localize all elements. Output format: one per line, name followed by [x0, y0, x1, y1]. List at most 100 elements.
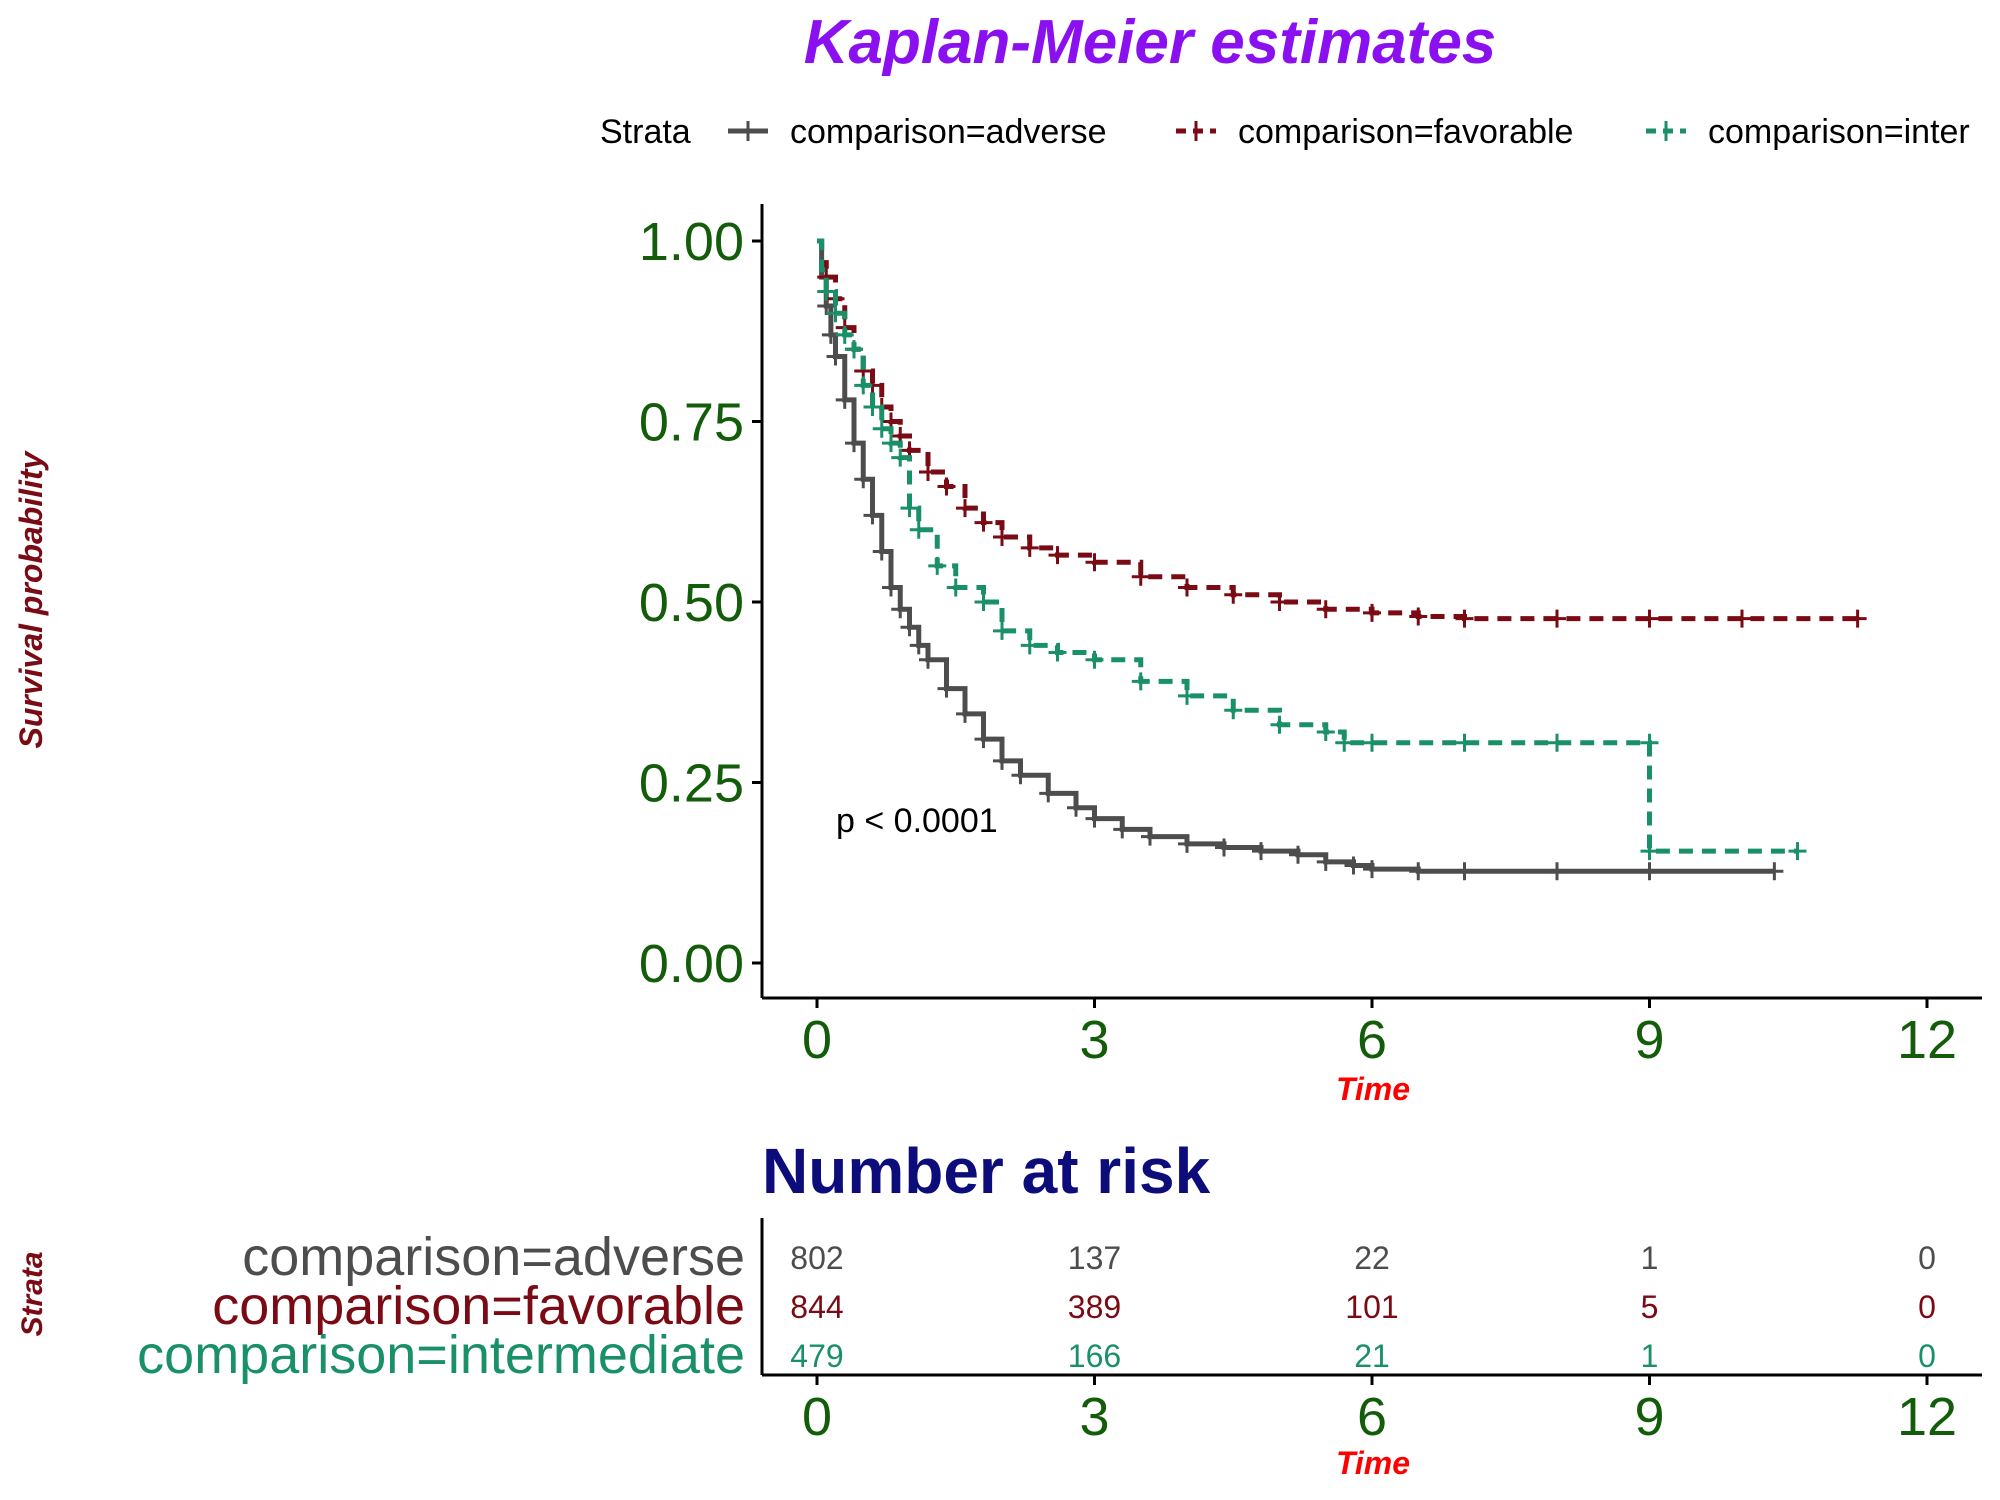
risk-cell-favorable: 5 [1641, 1289, 1659, 1325]
risk-cell-adverse: 137 [1068, 1240, 1121, 1276]
risk-cell-favorable: 101 [1345, 1289, 1398, 1325]
y-tick-label: 0.50 [639, 573, 744, 633]
censor-mark-favorable [1848, 609, 1867, 628]
risk-table-title: Number at risk [762, 1135, 1211, 1207]
risk-cell-intermediate: 21 [1354, 1338, 1390, 1374]
y-tick-label: 1.00 [639, 212, 744, 272]
censor-mark-adverse [835, 390, 854, 409]
censor-mark-adverse [1215, 838, 1233, 857]
legend-item-intermediate: comparison=inter [1646, 113, 1970, 151]
censor-mark-favorable [1131, 567, 1150, 586]
censor-mark-intermediate [1455, 733, 1474, 752]
survival-curve-adverse [817, 238, 1775, 874]
censor-mark-intermediate [826, 304, 845, 323]
censor-mark-intermediate [835, 325, 854, 344]
chart-title: Kaplan-Meier estimates [804, 8, 1497, 77]
censor-mark-intermediate [1788, 842, 1807, 861]
legend-item-favorable: comparison=favorable [1176, 113, 1573, 151]
risk-cell-adverse: 1 [1641, 1240, 1659, 1276]
risk-cell-intermediate: 1 [1641, 1338, 1659, 1374]
censor-mark-adverse [1640, 862, 1659, 881]
censor-mark-adverse [974, 730, 993, 749]
risk-cell-intermediate: 166 [1068, 1338, 1121, 1374]
x-tick-label: 0 [802, 1010, 832, 1070]
censor-mark-intermediate [1048, 643, 1067, 662]
x-tick-label: 9 [1634, 1010, 1664, 1070]
censor-mark-adverse [1178, 834, 1196, 853]
censor-mark-favorable [1085, 553, 1104, 572]
y-axis-label: Survival probability [13, 449, 49, 748]
risk-cell-favorable: 844 [790, 1289, 843, 1325]
censor-mark-intermediate [1363, 733, 1381, 752]
risk-cell-favorable: 0 [1918, 1289, 1936, 1325]
p-value-annotation: p < 0.0001 [836, 802, 998, 840]
survival-curves [817, 238, 1867, 881]
censor-mark-favorable [1640, 609, 1659, 628]
legend-title: Strata [600, 113, 691, 151]
censor-mark-intermediate [1131, 672, 1150, 691]
censor-mark-favorable [1316, 600, 1335, 619]
censor-mark-adverse [1252, 842, 1270, 861]
y-ticks: 0.00 0.25 0.50 0.75 1.00 [639, 212, 762, 994]
censor-mark-adverse [993, 751, 1011, 770]
x-tick-label: 3 [1079, 1010, 1109, 1070]
censor-mark-adverse [1455, 862, 1474, 881]
censor-mark-adverse [1011, 766, 1030, 785]
censor-mark-intermediate [1270, 715, 1289, 734]
x-axis-label: Time [1336, 1071, 1410, 1107]
censor-mark-intermediate [891, 448, 910, 467]
risk-table-rows: comparison=adverse 802 137 22 1 0 comparison=f… [137, 1227, 1936, 1385]
y-tick-label: 0.00 [639, 934, 744, 994]
risk-cell-intermediate: 0 [1918, 1338, 1936, 1374]
x-tick-label: 6 [1357, 1010, 1387, 1070]
risk-x-tick-label: 0 [802, 1387, 832, 1447]
censor-mark-adverse [845, 434, 863, 453]
censor-mark-adverse [891, 600, 910, 619]
censor-mark-intermediate [817, 282, 836, 301]
censor-mark-favorable [974, 513, 993, 532]
censor-mark-adverse [1548, 862, 1566, 881]
censor-mark-adverse [1113, 820, 1132, 839]
legend-label-favorable: comparison=favorable [1238, 113, 1573, 151]
censor-mark-adverse [1409, 862, 1428, 881]
risk-x-tick-label: 12 [1897, 1387, 1957, 1447]
censor-mark-adverse [1039, 784, 1058, 803]
censor-mark-adverse [1289, 845, 1307, 864]
censor-mark-intermediate [1640, 842, 1659, 861]
censor-mark-favorable [919, 463, 937, 482]
censor-mark-intermediate [946, 578, 965, 597]
risk-table-y-label: Strata [16, 1251, 49, 1336]
censor-mark-adverse [919, 650, 937, 669]
censor-mark-favorable [1224, 585, 1243, 604]
censor-mark-intermediate [882, 434, 900, 453]
censor-mark-favorable [1548, 609, 1566, 628]
risk-row-label-favorable: comparison=favorable [212, 1276, 745, 1336]
censor-mark-intermediate [909, 520, 928, 539]
censor-mark-adverse [1344, 856, 1363, 875]
censor-mark-favorable [1733, 609, 1751, 628]
censor-mark-favorable [993, 528, 1011, 547]
censor-mark-adverse [1316, 852, 1335, 871]
legend: Strata comparison=adverse comparison=fav… [600, 113, 1970, 151]
censor-mark-intermediate [928, 556, 947, 575]
legend-item-adverse: comparison=adverse [728, 113, 1107, 151]
survival-curve-intermediate [817, 238, 1798, 854]
censor-mark-intermediate [1085, 650, 1104, 669]
censor-mark-intermediate [1316, 722, 1335, 741]
censor-mark-adverse [1141, 827, 1159, 846]
censor-mark-intermediate [1224, 701, 1243, 720]
legend-label-adverse: comparison=adverse [790, 113, 1107, 151]
risk-cell-favorable: 389 [1068, 1289, 1121, 1325]
legend-label-intermediate: comparison=inter [1708, 113, 1970, 151]
censor-mark-favorable [937, 477, 956, 496]
censor-mark-adverse [826, 347, 845, 366]
censor-mark-intermediate [854, 376, 873, 395]
censor-mark-intermediate [1335, 733, 1354, 752]
censor-mark-adverse [863, 506, 882, 525]
censor-mark-adverse [1067, 798, 1085, 817]
censor-mark-intermediate [993, 621, 1011, 640]
risk-x-tick-label: 6 [1357, 1387, 1387, 1447]
x-ticks: 0 3 6 9 12 [802, 998, 1957, 1070]
censor-mark-adverse [872, 542, 891, 561]
